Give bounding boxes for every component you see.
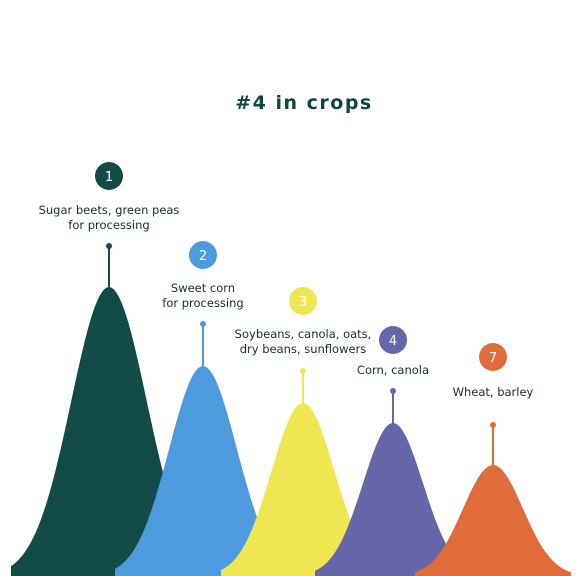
label-rank-4-line-1: Corn, canola [357, 363, 429, 377]
label-rank-3-line-1: Soybeans, canola, oats, [235, 327, 372, 341]
badge-rank-2 [189, 241, 217, 269]
badge-rank-3 [289, 287, 317, 315]
chart-title: #4 in crops [235, 92, 373, 114]
stem-dot-rank-7 [490, 422, 496, 428]
label-rank-3-line-2: dry beans, sunflowers [240, 342, 367, 356]
badges-layer: 1 2 3 4 7 [95, 162, 507, 371]
label-rank-2-line-2: for processing [162, 296, 243, 310]
curves-layer [11, 287, 571, 576]
badge-text-rank-3: 3 [299, 295, 307, 310]
label-rank-7-line-1: Wheat, barley [453, 385, 534, 399]
stem-dot-rank-4 [390, 388, 396, 394]
badge-text-rank-4: 4 [389, 334, 397, 349]
stem-dot-rank-2 [200, 321, 206, 327]
stems-layer [106, 243, 496, 467]
curve-rank-2 [115, 366, 291, 576]
curve-rank-4 [315, 423, 471, 576]
badge-rank-4 [379, 326, 407, 354]
label-rank-1-line-1: Sugar beets, green peas [39, 203, 180, 217]
curve-rank-3 [221, 403, 385, 576]
label-rank-2-line-1: Sweet corn [171, 281, 235, 295]
label-rank-1-line-2: for processing [68, 218, 149, 232]
badge-text-rank-7: 7 [489, 351, 497, 366]
stem-dot-rank-1 [106, 243, 112, 249]
curve-rank-7 [415, 465, 571, 576]
badge-text-rank-1: 1 [105, 170, 113, 185]
badge-rank-7 [479, 343, 507, 371]
stem-dot-rank-3 [300, 368, 306, 374]
badge-text-rank-2: 2 [199, 249, 207, 264]
badge-rank-1 [95, 162, 123, 190]
